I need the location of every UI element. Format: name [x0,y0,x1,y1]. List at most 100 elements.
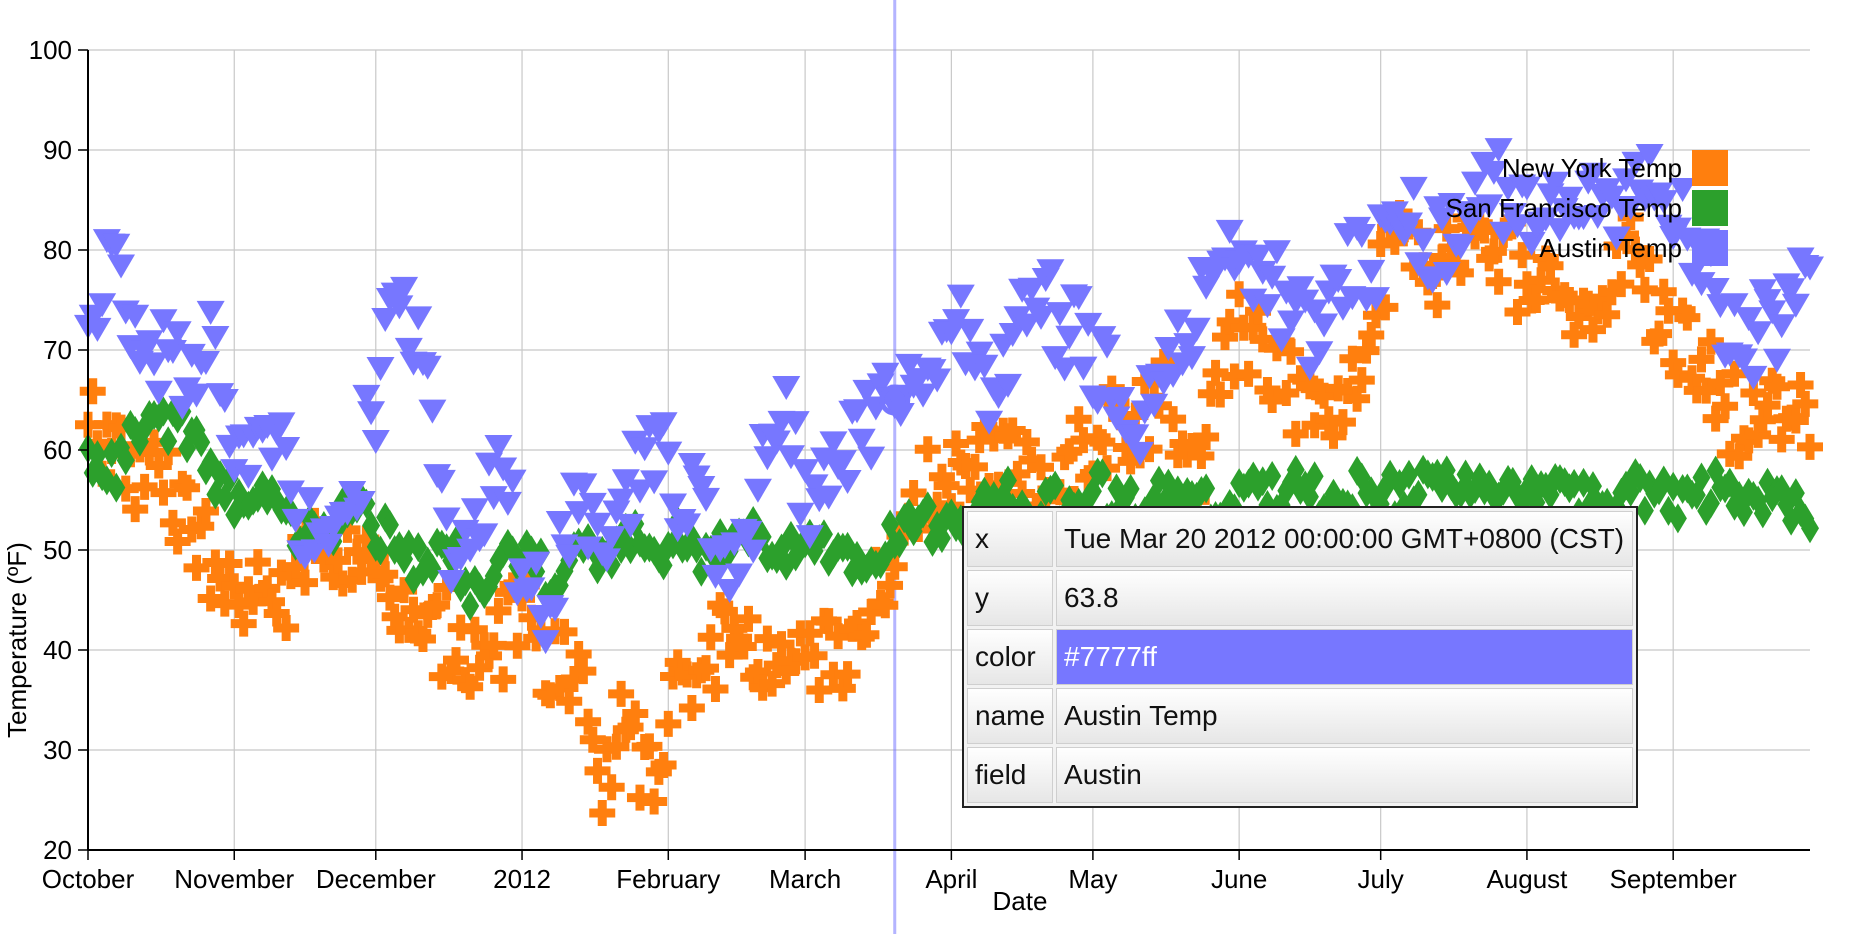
data-point [174,474,201,501]
data-point [1182,317,1211,342]
data-point [1523,287,1550,314]
data-point [168,395,197,420]
data-point [1664,361,1691,388]
data-point [1399,176,1428,201]
data-point [1589,285,1616,312]
hover-marker[interactable] [879,384,915,427]
data-point [1753,498,1772,529]
data-point [1324,269,1353,294]
data-point [457,673,484,700]
data-point [852,379,881,404]
series-san-francisco-temp [79,396,1819,621]
data-point [683,662,710,689]
tooltip-key: name [967,688,1054,744]
data-point [1301,412,1328,439]
data-point [1598,279,1625,306]
data-point [1353,337,1380,364]
data-point [654,441,683,466]
data-point [1017,277,1046,302]
data-point [281,508,310,533]
data-point [121,304,150,329]
x-tick-label: June [1211,864,1267,894]
data-point [1226,281,1253,308]
data-point [1528,267,1555,294]
data-point [1075,465,1102,492]
data-point [786,502,815,527]
data-point [815,608,842,635]
data-point [1792,390,1819,417]
data-point [833,469,862,494]
data-point [707,592,734,619]
data-point [1635,144,1664,169]
legend-swatch-austin [1692,230,1728,266]
x-tick-label: March [769,864,841,894]
data-point [1531,207,1560,232]
tooltip-key: y [967,570,1054,626]
data-point [1729,348,1758,373]
data-point [1668,178,1697,203]
x-tick-label: August [1486,864,1568,894]
data-point [1781,293,1810,318]
data-point [263,600,290,627]
data-point [825,623,852,650]
data-point [716,642,743,669]
data-point [1745,421,1772,448]
data-point [470,523,499,548]
data-point [1126,441,1155,466]
data-point [428,663,455,690]
data-point [1565,303,1592,330]
data-point [460,498,489,523]
data-point [537,682,564,709]
data-point [1409,228,1438,253]
data-point [484,434,513,459]
data-point [985,471,1012,498]
data-point [244,549,271,576]
data-point [1093,334,1122,359]
data-point [1479,160,1508,185]
data-point [1461,171,1490,196]
data-point [210,389,239,414]
data-point [1555,186,1584,211]
data-point [975,410,1004,435]
data-point [107,472,126,503]
data-point [1286,276,1315,301]
data-point [834,661,861,688]
data-point [1646,320,1673,347]
data-point [957,477,984,504]
data-point [1782,407,1809,434]
data-point [1432,261,1461,286]
data-point [361,429,390,454]
data-point [1556,286,1583,313]
data-point [1267,328,1296,353]
data-point [391,577,418,604]
x-tick-label: May [1068,864,1117,894]
data-point [1381,228,1408,255]
data-point [1721,360,1748,387]
x-tick-label: 2012 [493,864,551,894]
data-point [1433,215,1460,242]
data-point [622,700,649,727]
data-point [1112,434,1139,461]
data-point [1339,345,1366,372]
data-point [1004,460,1031,487]
data-point [1712,393,1739,420]
data-point [839,615,866,642]
data-point [1621,151,1650,176]
data-point [504,632,531,659]
data-point [806,676,833,703]
data-point [476,642,503,669]
data-point [1759,367,1786,394]
data-point [589,799,616,826]
data-point [942,309,971,334]
data-point [1069,356,1098,381]
data-point [1735,427,1762,454]
data-point [726,625,753,652]
data-point [1173,333,1202,358]
data-point [645,758,672,785]
data-point [641,788,668,815]
data-point [1141,369,1168,396]
data-point [999,417,1026,444]
data-point [461,616,488,643]
data-point [1254,376,1281,403]
x-tick-label: July [1358,864,1404,894]
